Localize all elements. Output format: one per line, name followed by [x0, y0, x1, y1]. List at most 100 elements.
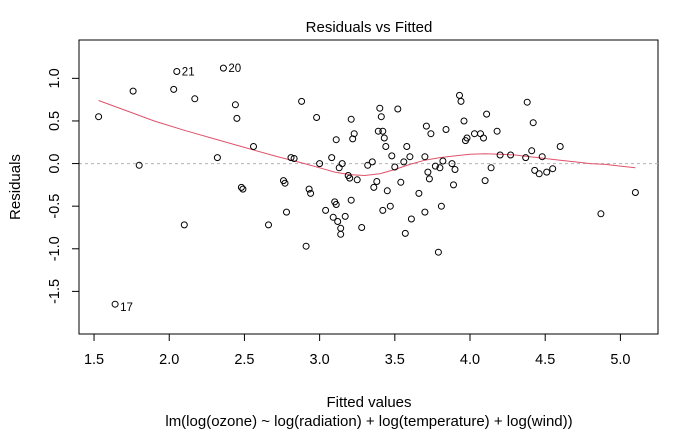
residual-point	[549, 165, 557, 173]
residual-point	[307, 189, 315, 197]
residual-point	[322, 206, 330, 214]
residual-point	[483, 110, 491, 118]
x-tick-label: 3.5	[385, 352, 405, 368]
residual-point	[374, 127, 382, 135]
residual-point	[111, 300, 119, 308]
x-tick-label: 3.0	[310, 352, 330, 368]
residual-point	[507, 151, 515, 159]
residual-point	[191, 95, 199, 103]
residual-point	[457, 97, 465, 105]
residual-point	[287, 154, 295, 162]
residual-point	[129, 87, 137, 95]
residual-point	[337, 230, 345, 238]
residual-point	[463, 134, 471, 142]
y-tick-label: -1.0	[47, 236, 63, 261]
point-id-labels: 21 20 17	[120, 63, 241, 314]
residual-point	[353, 176, 361, 184]
residual-point	[347, 196, 355, 204]
residual-point	[496, 151, 504, 159]
residual-point	[377, 113, 385, 121]
x-tick-label: 4.5	[535, 352, 555, 368]
residual-point	[347, 115, 355, 123]
residual-point	[170, 85, 178, 93]
residual-point	[382, 143, 390, 150]
residual-point	[477, 130, 484, 138]
y-axis: -1.5 -1.0 -0.5 0.0 0.5 1.0	[47, 68, 80, 304]
residual-point	[597, 210, 605, 218]
residual-point	[529, 119, 537, 127]
residual-point	[415, 189, 423, 197]
chart-title: Residuals vs Fitted	[306, 19, 433, 36]
residual-point	[424, 168, 432, 176]
residual-point	[379, 127, 387, 135]
residual-point	[173, 68, 181, 75]
residual-point	[250, 143, 257, 150]
residual-point	[439, 157, 447, 165]
residual-point	[376, 104, 384, 112]
residual-point	[346, 174, 354, 182]
residual-point	[379, 206, 387, 214]
x-tick-label: 1.5	[84, 352, 104, 368]
residual-point	[265, 221, 272, 229]
x-tick-label: 2.0	[159, 352, 179, 368]
residual-point	[403, 143, 411, 150]
residual-point	[180, 221, 188, 229]
residual-point	[425, 175, 433, 183]
residual-point	[95, 113, 103, 121]
residual-point	[460, 117, 468, 125]
residual-point	[316, 160, 324, 168]
y-tick-label: 1.0	[47, 68, 63, 88]
residual-point	[332, 201, 340, 208]
residual-point	[350, 130, 358, 138]
residual-point	[543, 168, 551, 176]
residual-point	[436, 164, 444, 172]
residual-point	[298, 97, 306, 105]
residual-point	[397, 178, 405, 186]
residual-point	[487, 164, 495, 172]
residual-point	[337, 224, 345, 232]
x-axis-title: Fitted values	[326, 394, 411, 411]
residual-point	[358, 224, 366, 231]
residual-point	[370, 183, 378, 191]
residual-point	[213, 154, 221, 162]
residual-point	[481, 177, 489, 185]
residual-point	[290, 155, 298, 162]
residual-point	[338, 160, 346, 168]
residual-point	[231, 101, 239, 109]
residual-point	[421, 153, 429, 161]
x-tick-label: 5.0	[610, 352, 630, 368]
residual-point	[383, 187, 391, 195]
residual-point	[535, 170, 543, 178]
lowess-smooth-line	[98, 100, 636, 177]
residual-point	[448, 160, 456, 168]
x-axis: 1.5 2.0 2.5 3.0 3.5 4.0 4.5 5.0	[84, 333, 630, 368]
residual-point	[334, 218, 342, 225]
residual-point	[401, 229, 409, 237]
residual-point	[434, 248, 442, 256]
residual-point	[538, 153, 546, 161]
residual-point	[631, 189, 639, 196]
residual-point	[388, 152, 396, 160]
residual-point	[391, 163, 399, 171]
residual-point	[219, 64, 227, 72]
residual-point	[239, 185, 247, 193]
point-id-label: 21	[182, 67, 195, 79]
residual-point	[422, 122, 430, 130]
residual-point	[368, 158, 376, 166]
residual-point	[471, 130, 478, 138]
residual-point	[523, 98, 531, 106]
residual-point	[335, 164, 343, 172]
point-id-label: 20	[228, 63, 241, 75]
x-tick-label: 4.0	[460, 352, 480, 368]
residual-point	[380, 134, 388, 142]
y-tick-label: 0.5	[47, 111, 63, 131]
residual-point	[431, 162, 439, 170]
y-tick-label: 0.0	[47, 153, 63, 173]
residual-point	[328, 154, 336, 162]
residual-point	[407, 215, 415, 223]
plot-frame	[78, 39, 659, 335]
residual-point	[135, 161, 143, 169]
point-id-label: 17	[120, 302, 133, 314]
residual-point	[427, 130, 435, 138]
